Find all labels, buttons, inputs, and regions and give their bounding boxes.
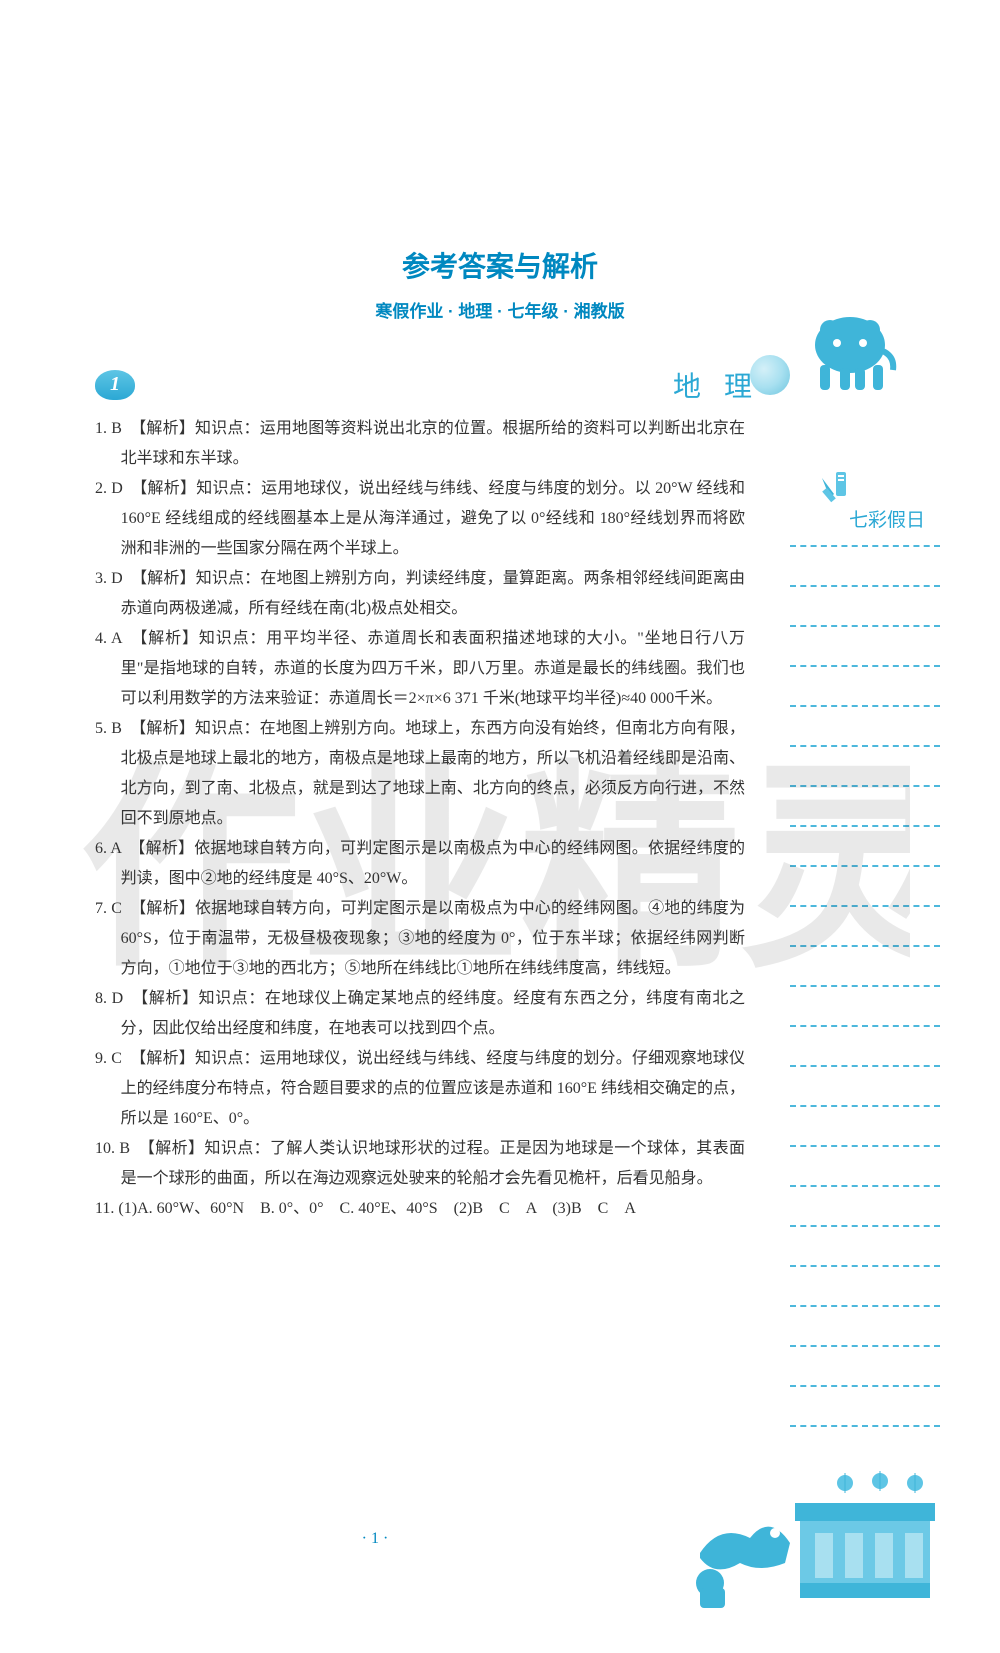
answer-item: 8. D 【解析】知识点：在地球仪上确定某地点的经纬度。经度有东西之分，纬度有南…	[95, 984, 745, 1044]
answer-text: 【解析】依据地球自转方向，可判定图示是以南极点为中心的经纬网图。依据经纬度的判读…	[121, 840, 745, 887]
answer-text: 【解析】知识点：在地图上辨别方向。地球上，东西方向没有始终，但南北方向有限，北极…	[121, 720, 745, 827]
answer-text: 【解析】知识点：在地图上辨别方向，判读经纬度，量算距离。两条相邻经线间距离由赤道…	[121, 570, 745, 617]
answer-item: 7. C 【解析】依据地球自转方向，可判定图示是以南极点为中心的经纬网图。④地的…	[95, 894, 745, 984]
answer-number: 1.	[95, 420, 107, 437]
answer-letter: A	[111, 630, 122, 647]
answer-letter: B	[119, 1140, 130, 1157]
answer-item: 11. (1)A. 60°W、60°N B. 0°、0° C. 40°E、40°…	[95, 1194, 745, 1224]
answer-text: 【解析】知识点：在地球仪上确定某地点的经纬度。经度有东西之分，纬度有南北之分，因…	[121, 990, 745, 1037]
answer-letter: D	[111, 480, 123, 497]
answer-number: 11.	[95, 1200, 114, 1217]
answer-item: 6. A 【解析】依据地球自转方向，可判定图示是以南极点为中心的经纬网图。依据经…	[95, 834, 745, 894]
answer-text: 【解析】依据地球自转方向，可判定图示是以南极点为中心的经纬网图。④地的纬度为 6…	[121, 900, 745, 977]
answer-item: 10. B 【解析】知识点：了解人类认识地球形状的过程。正是因为地球是一个球体，…	[95, 1134, 745, 1194]
lion-dance-icon	[795, 305, 905, 400]
answer-content: 1. B 【解析】知识点：运用地图等资料说出北京的位置。根据所给的资料可以判断出…	[95, 414, 745, 1224]
section-number-badge: 1	[95, 370, 135, 400]
answer-text: 【解析】知识点：了解人类认识地球形状的过程。正是因为地球是一个球体，其表面是一个…	[121, 1140, 745, 1187]
sidebar-dashed-lines	[790, 545, 940, 1465]
answer-item: 9. C 【解析】知识点：运用地球仪，说出经线与纬线、经度与纬度的划分。仔细观察…	[95, 1044, 745, 1134]
answer-item: 5. B 【解析】知识点：在地图上辨别方向。地球上，东西方向没有始终，但南北方向…	[95, 714, 745, 834]
answer-letter: A	[110, 840, 121, 857]
sidebar-label: 七彩假日	[849, 505, 925, 532]
answer-number: 3.	[95, 570, 107, 587]
answer-number: 7.	[95, 900, 107, 917]
answer-number: 9.	[95, 1050, 107, 1067]
answer-number: 2.	[95, 480, 107, 497]
answer-text: 【解析】知识点：用平均半径、赤道周长和表面积描述地球的大小。"坐地日行八万里"是…	[121, 630, 745, 707]
answer-text: 【解析】知识点：运用地球仪，说出经线与纬线、经度与纬度的划分。以 20°W 经线…	[121, 480, 745, 557]
answer-text: 【解析】知识点：运用地球仪，说出经线与纬线、经度与纬度的划分。仔细观察地球仪上的…	[121, 1050, 745, 1127]
answer-text: (1)A. 60°W、60°N B. 0°、0° C. 40°E、40°S (2…	[118, 1200, 636, 1217]
answer-item: 1. B 【解析】知识点：运用地图等资料说出北京的位置。根据所给的资料可以判断出…	[95, 414, 745, 474]
subject-label: 地 理	[673, 365, 760, 405]
answer-number: 10.	[95, 1140, 115, 1157]
answer-number: 6.	[95, 840, 107, 857]
answer-text: 【解析】知识点：运用地图等资料说出北京的位置。根据所给的资料可以判断出北京在北半…	[121, 420, 745, 467]
answer-letter: D	[112, 990, 124, 1007]
page-number: · 1 ·	[0, 1530, 750, 1548]
page-title: 参考答案与解析	[0, 245, 1000, 285]
answer-number: 4.	[95, 630, 107, 647]
answer-letter: B	[111, 420, 122, 437]
answer-letter: C	[111, 900, 122, 917]
answer-letter: B	[111, 720, 122, 737]
pencil-icon	[820, 470, 850, 505]
circle-decoration-icon	[750, 355, 790, 395]
answer-item: 4. A 【解析】知识点：用平均半径、赤道周长和表面积描述地球的大小。"坐地日行…	[95, 624, 745, 714]
answer-number: 8.	[95, 990, 107, 1007]
answer-number: 5.	[95, 720, 107, 737]
answer-letter: C	[111, 1050, 122, 1067]
answer-item: 3. D 【解析】知识点：在地图上辨别方向，判读经纬度，量算距离。两条相邻经线间…	[95, 564, 745, 624]
footer-decoration-icon	[680, 1463, 940, 1613]
answer-letter: D	[111, 570, 123, 587]
answer-item: 2. D 【解析】知识点：运用地球仪，说出经线与纬线、经度与纬度的划分。以 20…	[95, 474, 745, 564]
